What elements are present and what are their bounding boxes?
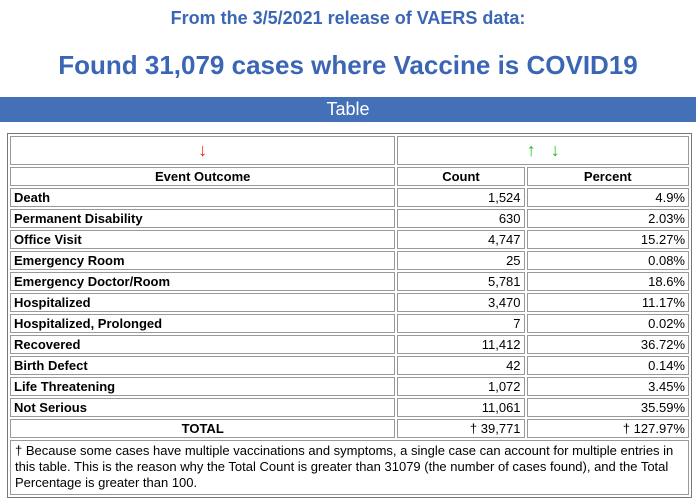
percent-header: Percent xyxy=(526,167,689,186)
count-cell: 7 xyxy=(397,314,525,333)
percent-cell: 36.72% xyxy=(526,335,689,354)
table-row: Office Visit 4,747 15.27% xyxy=(10,230,689,249)
footnote: † Because some cases have multiple vacci… xyxy=(10,440,689,495)
table-row: Hospitalized, Prolonged 7 0.02% xyxy=(10,314,689,333)
table-row: Emergency Doctor/Room 5,781 18.6% xyxy=(10,272,689,291)
table-row: Emergency Room 25 0.08% xyxy=(10,251,689,270)
percent-cell: 15.27% xyxy=(526,230,689,249)
release-subtitle: From the 3/5/2021 release of VAERS data: xyxy=(170,8,526,28)
sort-up-arrow-icon[interactable]: ↑ xyxy=(526,140,536,160)
event-outcome-cell: Emergency Doctor/Room xyxy=(10,272,396,291)
event-outcome-cell: Recovered xyxy=(10,335,396,354)
event-outcome-cell: Birth Defect xyxy=(10,356,396,375)
count-cell: 3,470 xyxy=(397,293,525,312)
table-row: Birth Defect 42 0.14% xyxy=(10,356,689,375)
count-cell: 1,524 xyxy=(397,188,525,207)
table-row: Not Serious 11,061 35.59% xyxy=(10,398,689,417)
table-row: Recovered 11,412 36.72% xyxy=(10,335,689,354)
total-row: TOTAL † 39,771 † 127.97% xyxy=(10,419,689,438)
count-sort-cell: ↑ ↓ xyxy=(397,136,689,165)
percent-cell: 0.08% xyxy=(526,251,689,270)
count-cell: 1,072 xyxy=(397,377,525,396)
table-row: Permanent Disability 630 2.03% xyxy=(10,209,689,228)
percent-cell: 3.45% xyxy=(526,377,689,396)
column-header-row: Event Outcome Count Percent xyxy=(10,167,689,186)
total-percent-cell: † 127.97% xyxy=(526,419,689,438)
event-outcome-cell: Hospitalized, Prolonged xyxy=(10,314,396,333)
event-outcome-cell: Death xyxy=(10,188,396,207)
percent-cell: 35.59% xyxy=(526,398,689,417)
event-outcome-cell: Permanent Disability xyxy=(10,209,396,228)
event-outcome-cell: Life Threatening xyxy=(10,377,396,396)
cases-headline: Found 31,079 cases where Vaccine is COVI… xyxy=(58,50,638,80)
table-row: Death 1,524 4.9% xyxy=(10,188,689,207)
count-cell: 11,061 xyxy=(397,398,525,417)
event-sort-cell: ↓ xyxy=(10,136,396,165)
percent-cell: 2.03% xyxy=(526,209,689,228)
event-outcome-cell: Not Serious xyxy=(10,398,396,417)
count-cell: 25 xyxy=(397,251,525,270)
count-cell: 4,747 xyxy=(397,230,525,249)
event-outcome-cell: Emergency Room xyxy=(10,251,396,270)
event-outcome-header: Event Outcome xyxy=(10,167,396,186)
percent-cell: 4.9% xyxy=(526,188,689,207)
event-outcome-cell: Office Visit xyxy=(10,230,396,249)
count-header: Count xyxy=(397,167,525,186)
table-title-bar: Table xyxy=(0,97,696,122)
total-count-cell: † 39,771 xyxy=(397,419,525,438)
table-row: Life Threatening 1,072 3.45% xyxy=(10,377,689,396)
percent-cell: 18.6% xyxy=(526,272,689,291)
total-label-cell: TOTAL xyxy=(10,419,396,438)
count-cell: 5,781 xyxy=(397,272,525,291)
count-cell: 11,412 xyxy=(397,335,525,354)
event-outcome-cell: Hospitalized xyxy=(10,293,396,312)
sort-down-arrow-icon[interactable]: ↓ xyxy=(550,140,560,160)
percent-cell: 11.17% xyxy=(526,293,689,312)
sort-arrows-row: ↓ ↑ ↓ xyxy=(10,136,689,165)
table-row: Hospitalized 3,470 11.17% xyxy=(10,293,689,312)
results-table: ↓ ↑ ↓ Event Outcome Count Percent Death 1… xyxy=(8,134,691,440)
count-cell: 42 xyxy=(397,356,525,375)
percent-cell: 0.02% xyxy=(526,314,689,333)
count-cell: 630 xyxy=(397,209,525,228)
table-title-label: Table xyxy=(326,99,370,119)
results-table-container: ↓ ↑ ↓ Event Outcome Count Percent Death 1… xyxy=(7,133,692,498)
percent-cell: 0.14% xyxy=(526,356,689,375)
sort-down-arrow-icon[interactable]: ↓ xyxy=(198,140,208,160)
